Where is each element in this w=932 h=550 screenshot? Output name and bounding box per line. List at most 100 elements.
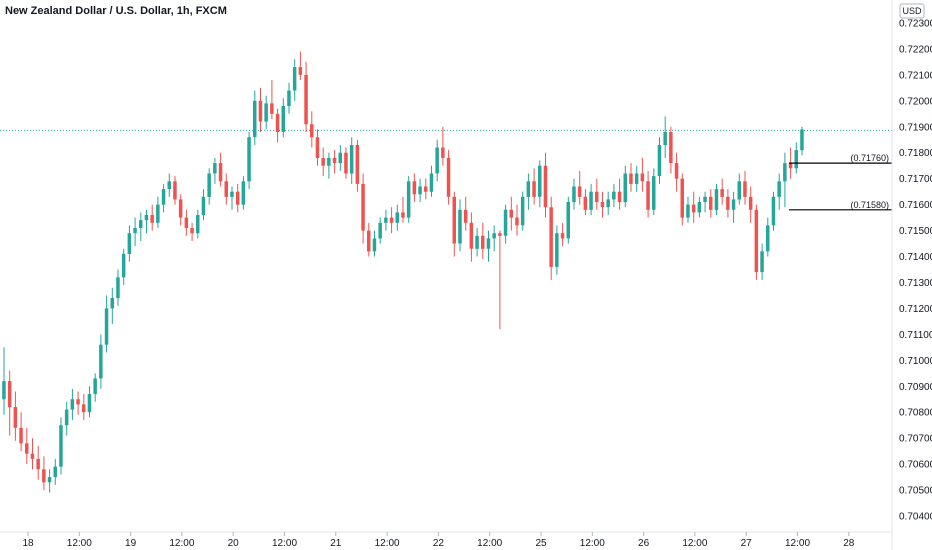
candle-body[interactable] bbox=[264, 103, 268, 122]
candle-body[interactable] bbox=[36, 458, 40, 470]
candle-body[interactable] bbox=[686, 204, 690, 218]
candle-body[interactable] bbox=[646, 181, 650, 210]
candle-body[interactable] bbox=[720, 189, 724, 197]
candle-body[interactable] bbox=[144, 215, 149, 221]
candle-body[interactable] bbox=[714, 189, 719, 210]
candle-body[interactable] bbox=[766, 225, 770, 252]
candle-body[interactable] bbox=[76, 399, 80, 405]
candle-body[interactable] bbox=[526, 181, 531, 197]
candle-body[interactable] bbox=[110, 298, 115, 309]
candle-body[interactable] bbox=[156, 204, 160, 223]
candle-body[interactable] bbox=[321, 157, 325, 166]
candle-body[interactable] bbox=[218, 163, 223, 182]
candle-body[interactable] bbox=[64, 409, 69, 426]
candle-body[interactable] bbox=[253, 100, 257, 138]
candle-body[interactable] bbox=[173, 181, 177, 200]
candle-body[interactable] bbox=[463, 209, 468, 223]
candle-body[interactable] bbox=[783, 163, 787, 182]
candle-body[interactable] bbox=[481, 235, 485, 249]
candle-body[interactable] bbox=[315, 137, 320, 158]
candle-body[interactable] bbox=[139, 220, 143, 228]
candle-body[interactable] bbox=[555, 233, 559, 267]
candle-body[interactable] bbox=[82, 404, 86, 413]
candle-body[interactable] bbox=[93, 378, 97, 395]
candle-body[interactable] bbox=[207, 173, 211, 197]
candle-body[interactable] bbox=[270, 103, 274, 114]
candle-body[interactable] bbox=[87, 394, 92, 413]
candle-body[interactable] bbox=[583, 196, 588, 210]
plot-area[interactable]: (0.71760) (0.71580) bbox=[0, 51, 892, 493]
candle-body[interactable] bbox=[361, 183, 365, 231]
candle-body[interactable] bbox=[367, 230, 371, 252]
candle-body[interactable] bbox=[697, 202, 702, 213]
candle-body[interactable] bbox=[247, 137, 251, 182]
candle-body[interactable] bbox=[669, 132, 673, 164]
candle-body[interactable] bbox=[2, 381, 6, 400]
candle-body[interactable] bbox=[104, 308, 109, 345]
candle-body[interactable] bbox=[424, 186, 428, 192]
candle-body[interactable] bbox=[42, 469, 46, 483]
candle-body[interactable] bbox=[726, 196, 730, 210]
candle-body[interactable] bbox=[281, 106, 286, 132]
candle-body[interactable] bbox=[731, 199, 736, 210]
candle-body[interactable] bbox=[304, 74, 308, 125]
candle-body[interactable] bbox=[201, 196, 206, 215]
candle-body[interactable] bbox=[737, 181, 742, 200]
candle-body[interactable] bbox=[121, 253, 126, 278]
candle-body[interactable] bbox=[13, 407, 18, 428]
candle-body[interactable] bbox=[503, 209, 508, 236]
candle-body[interactable] bbox=[47, 477, 52, 483]
candle-body[interactable] bbox=[560, 233, 565, 239]
candle-body[interactable] bbox=[127, 233, 132, 254]
candle-body[interactable] bbox=[748, 196, 753, 210]
candle-body[interactable] bbox=[674, 163, 679, 179]
candle-body[interactable] bbox=[59, 425, 63, 467]
candle-body[interactable] bbox=[572, 186, 576, 203]
candle-body[interactable] bbox=[634, 173, 639, 184]
candle-body[interactable] bbox=[612, 191, 616, 200]
candle-body[interactable] bbox=[349, 145, 354, 174]
candle-body[interactable] bbox=[327, 157, 331, 166]
candle-body[interactable] bbox=[709, 196, 713, 210]
candle-body[interactable] bbox=[652, 176, 656, 210]
candle-body[interactable] bbox=[446, 157, 451, 197]
candle-body[interactable] bbox=[99, 344, 103, 379]
candle-body[interactable] bbox=[196, 215, 200, 234]
candle-body[interactable] bbox=[794, 150, 799, 169]
candle-body[interactable] bbox=[777, 181, 781, 197]
candle-body[interactable] bbox=[566, 202, 571, 239]
candle-body[interactable] bbox=[800, 129, 804, 151]
candle-body[interactable] bbox=[486, 238, 491, 249]
candle-body[interactable] bbox=[788, 163, 793, 169]
candle-body[interactable] bbox=[287, 90, 291, 107]
candle-body[interactable] bbox=[663, 132, 667, 145]
candle-body[interactable] bbox=[116, 277, 120, 299]
candle-body[interactable] bbox=[332, 157, 337, 164]
candle-body[interactable] bbox=[492, 233, 496, 239]
candle-body[interactable] bbox=[30, 453, 35, 459]
candle-body[interactable] bbox=[760, 251, 764, 273]
candle-body[interactable] bbox=[372, 238, 377, 252]
candle-body[interactable] bbox=[538, 165, 542, 197]
candle-body[interactable] bbox=[213, 163, 217, 174]
candle-body[interactable] bbox=[378, 222, 382, 239]
candle-body[interactable] bbox=[70, 399, 75, 410]
candle-body[interactable] bbox=[435, 147, 439, 174]
candle-body[interactable] bbox=[498, 233, 502, 236]
candle-body[interactable] bbox=[691, 204, 696, 213]
candle-body[interactable] bbox=[595, 191, 599, 203]
candle-body[interactable] bbox=[150, 215, 154, 223]
candle-body[interactable] bbox=[310, 124, 314, 138]
candle-body[interactable] bbox=[452, 196, 457, 244]
price-axis[interactable]: 0.72300 0.72200 0.72100 0.72000 0.71900 0.718… bbox=[899, 19, 932, 523]
candle-body[interactable] bbox=[53, 466, 58, 478]
candle-body[interactable] bbox=[389, 217, 394, 223]
candle-body[interactable] bbox=[475, 235, 479, 249]
candle-body[interactable] bbox=[298, 67, 303, 75]
candle-body[interactable] bbox=[292, 67, 297, 91]
candle-body[interactable] bbox=[617, 191, 622, 203]
candle-body[interactable] bbox=[401, 212, 405, 218]
candle-body[interactable] bbox=[275, 113, 280, 132]
candle-body[interactable] bbox=[133, 228, 137, 234]
candle-body[interactable] bbox=[25, 443, 29, 454]
